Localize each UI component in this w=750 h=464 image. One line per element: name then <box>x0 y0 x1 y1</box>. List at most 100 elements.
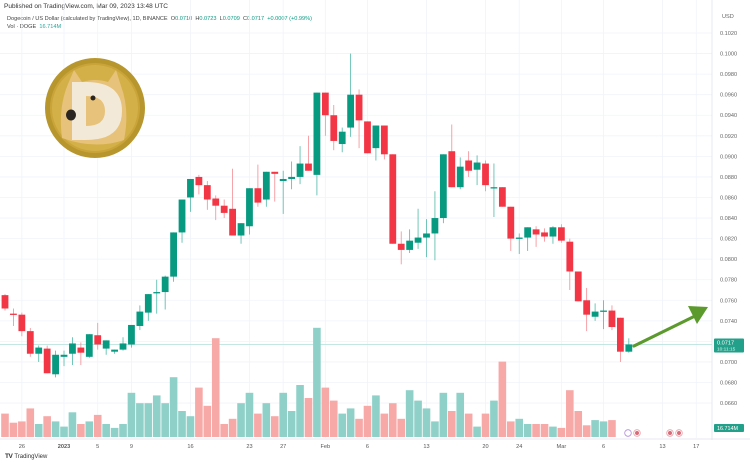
tradingview-brand[interactable]: TV TradingView <box>5 453 47 460</box>
volume-bar <box>532 424 540 437</box>
volume-bars <box>1 327 616 437</box>
volume-bar <box>313 327 321 437</box>
candle <box>397 231 405 265</box>
volume-bar <box>1 413 9 437</box>
volume-bar <box>296 385 304 437</box>
volume-bar <box>346 408 355 437</box>
candle <box>355 89 363 149</box>
candle <box>448 124 456 188</box>
volume-bar <box>599 421 608 437</box>
time-tick: 13 <box>659 444 665 450</box>
candle <box>515 233 523 255</box>
volume-bar <box>473 426 481 437</box>
candle <box>1 294 9 311</box>
candle <box>465 151 473 177</box>
price-axis[interactable]: USD 0.1020 0.1000 0.0980 0.0960 0.0940 0.0920 0… <box>720 14 737 407</box>
candle <box>10 308 17 326</box>
candle <box>372 125 380 161</box>
time-tick: 6 <box>366 444 369 450</box>
candle <box>237 223 245 244</box>
volume-bar <box>26 408 35 437</box>
volume-bar <box>178 411 186 437</box>
candle <box>347 53 355 137</box>
volume-bar <box>447 411 456 437</box>
volume-bar <box>397 418 406 437</box>
volume-bar <box>102 424 110 437</box>
volume-bar <box>262 403 271 437</box>
volume-bar <box>161 403 169 437</box>
volume-bar <box>591 420 599 437</box>
candle <box>600 300 607 330</box>
time-tick: 13 <box>423 444 429 450</box>
candle <box>532 226 540 247</box>
price-tick: 0.0980 <box>720 72 737 78</box>
price-tick: 0.0920 <box>720 134 737 140</box>
price-tick: 0.0900 <box>720 154 737 160</box>
candle <box>616 317 624 362</box>
candle <box>35 345 43 362</box>
tradingview-label: TradingView <box>14 453 48 460</box>
low-label: L <box>219 16 223 22</box>
time-tick: 9 <box>130 444 133 450</box>
candle <box>507 206 515 251</box>
candle <box>389 154 397 244</box>
svg-text:0.0717: 0.0717 <box>717 340 734 346</box>
volume-bar <box>186 416 195 437</box>
price-tick: 0.0660 <box>720 401 737 407</box>
candle <box>490 163 498 218</box>
tradingview-logo-icon: TV <box>5 453 13 460</box>
candle <box>136 305 144 331</box>
event-markers[interactable] <box>624 429 683 437</box>
volume-tag: 16.714M <box>714 424 744 432</box>
high-label: H <box>195 16 200 22</box>
volume-bar <box>245 392 254 437</box>
candle <box>380 125 388 160</box>
candle <box>94 322 102 350</box>
volume-bar <box>355 418 363 437</box>
volume-bar <box>68 412 77 437</box>
time-axis[interactable]: 26 2023 5 9 16 23 27 Feb 6 13 20 24 Mar 6 13 17 <box>19 444 700 450</box>
volume-bar <box>110 427 119 437</box>
high-value: 0.0723 <box>199 16 217 22</box>
volume-bar <box>363 405 372 437</box>
candle <box>111 349 118 354</box>
candle <box>220 199 228 219</box>
candle <box>321 92 329 136</box>
volume-bar <box>34 424 43 437</box>
volume-bar <box>144 403 153 437</box>
volume-bar <box>405 390 414 437</box>
candle <box>456 157 464 190</box>
candle <box>330 104 338 151</box>
symbol-title[interactable]: Dogecoin / US Dollar (calculated by Trad… <box>7 16 168 22</box>
volume-bar <box>60 426 68 437</box>
price-tick: 0.0860 <box>720 195 737 201</box>
candle <box>43 345 51 374</box>
time-tick: 20 <box>482 444 488 450</box>
volume-bar <box>490 400 498 437</box>
candle <box>557 224 565 243</box>
candle <box>203 181 211 210</box>
volume-bar <box>195 387 203 437</box>
candle <box>423 219 430 258</box>
candle <box>161 275 169 310</box>
volume-bar <box>557 427 566 437</box>
price-tick: 0.0680 <box>720 381 737 387</box>
candle <box>18 312 26 337</box>
low-value: 0.0709 <box>222 16 240 22</box>
price-tick: 0.0820 <box>720 237 737 243</box>
svg-text:10:11:15: 10:11:15 <box>717 346 736 352</box>
candle <box>60 350 68 367</box>
volume-bar <box>456 392 465 437</box>
time-tick: 16 <box>187 444 193 450</box>
time-tick: 23 <box>246 444 252 450</box>
volume-bar <box>203 405 212 437</box>
candle <box>574 271 582 302</box>
candle <box>170 232 177 282</box>
candle <box>85 334 93 358</box>
volume-bar <box>254 413 262 437</box>
candle <box>279 170 287 214</box>
candle <box>524 227 532 251</box>
candle <box>52 350 59 378</box>
candle <box>229 168 237 236</box>
